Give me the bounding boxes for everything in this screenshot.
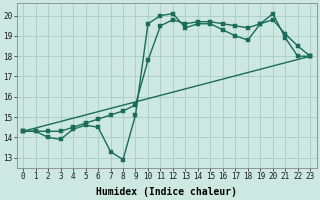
X-axis label: Humidex (Indice chaleur): Humidex (Indice chaleur) (96, 186, 237, 197)
